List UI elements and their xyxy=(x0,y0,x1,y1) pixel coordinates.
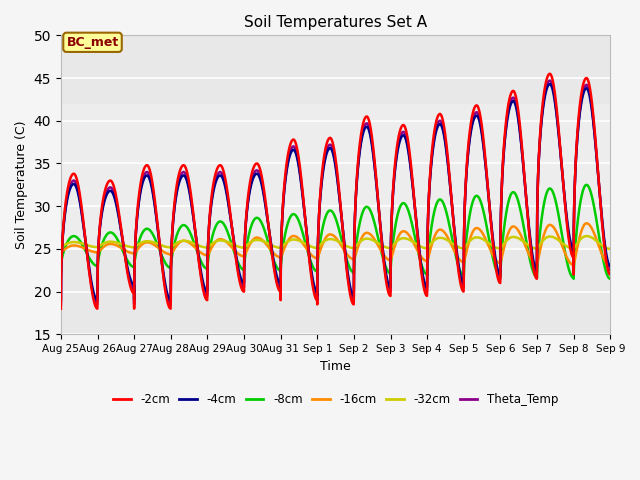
Line: -32cm: -32cm xyxy=(61,236,611,249)
-4cm xyxy=(166,297,174,303)
-32cm xyxy=(239,245,247,251)
-2cm xyxy=(57,306,65,312)
-16cm xyxy=(57,250,65,255)
-16cm xyxy=(607,263,614,269)
Theta_Temp xyxy=(166,301,174,307)
Bar xyxy=(61,104,611,249)
-16cm xyxy=(570,263,577,269)
-8cm xyxy=(582,182,590,188)
-8cm xyxy=(321,216,328,222)
-16cm xyxy=(582,220,590,226)
X-axis label: Time: Time xyxy=(320,360,351,372)
-32cm xyxy=(276,245,284,251)
-4cm xyxy=(239,280,247,286)
-8cm xyxy=(57,263,65,269)
-4cm xyxy=(582,86,589,92)
-32cm xyxy=(390,241,398,247)
-16cm xyxy=(582,221,589,227)
-8cm xyxy=(239,266,247,272)
-8cm xyxy=(276,267,284,273)
-2cm xyxy=(582,76,589,82)
-8cm xyxy=(570,276,577,282)
Theta_Temp xyxy=(276,284,284,289)
-2cm xyxy=(321,149,328,155)
Theta_Temp xyxy=(57,301,65,307)
-4cm xyxy=(321,158,328,164)
Theta_Temp xyxy=(239,284,247,290)
-32cm xyxy=(607,246,614,252)
-4cm xyxy=(390,176,398,181)
-8cm xyxy=(582,182,589,188)
-16cm xyxy=(166,252,174,257)
-2cm xyxy=(390,171,398,177)
Theta_Temp xyxy=(582,83,589,88)
Y-axis label: Soil Temperature (C): Soil Temperature (C) xyxy=(15,120,28,249)
Legend: -2cm, -4cm, -8cm, -16cm, -32cm, Theta_Temp: -2cm, -4cm, -8cm, -16cm, -32cm, Theta_Te… xyxy=(108,388,563,410)
Line: Theta_Temp: Theta_Temp xyxy=(61,81,611,304)
-4cm xyxy=(607,263,614,269)
Title: Soil Temperatures Set A: Soil Temperatures Set A xyxy=(244,15,427,30)
Line: -4cm: -4cm xyxy=(61,84,611,300)
-16cm xyxy=(276,254,284,260)
-32cm xyxy=(582,233,590,239)
-4cm xyxy=(546,81,554,87)
Line: -2cm: -2cm xyxy=(61,74,611,309)
-16cm xyxy=(390,245,398,251)
Text: BC_met: BC_met xyxy=(67,36,118,49)
-2cm xyxy=(607,272,614,277)
-32cm xyxy=(582,233,589,239)
Line: -16cm: -16cm xyxy=(61,223,611,266)
-32cm xyxy=(321,238,328,244)
-8cm xyxy=(607,276,614,282)
-8cm xyxy=(166,265,174,271)
-4cm xyxy=(276,280,284,286)
Theta_Temp xyxy=(607,267,614,273)
-16cm xyxy=(239,253,247,259)
-32cm xyxy=(57,244,65,250)
Theta_Temp xyxy=(546,78,554,84)
-16cm xyxy=(321,237,328,242)
-8cm xyxy=(390,230,398,236)
-2cm xyxy=(239,288,247,294)
Theta_Temp xyxy=(321,156,328,161)
-4cm xyxy=(57,297,65,303)
-2cm xyxy=(276,288,284,294)
-2cm xyxy=(166,306,174,312)
-32cm xyxy=(570,246,577,252)
-2cm xyxy=(546,71,554,77)
-32cm xyxy=(166,244,174,250)
Theta_Temp xyxy=(390,174,398,180)
Line: -8cm: -8cm xyxy=(61,185,611,279)
